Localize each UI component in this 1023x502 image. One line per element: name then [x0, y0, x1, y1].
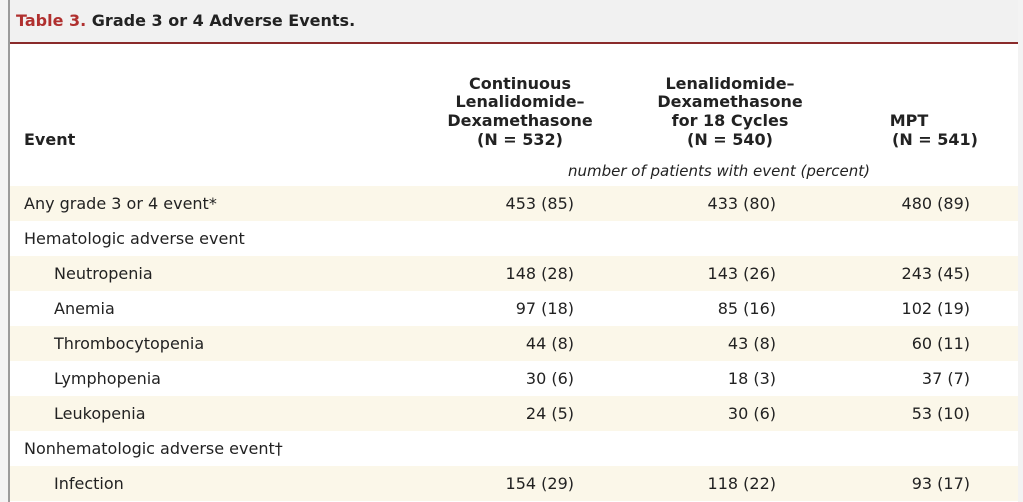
header-row: Event Continuous Lenalidomide– Dexametha…: [10, 46, 1018, 156]
subheader-spacer: [10, 156, 420, 186]
header-line: Dexamethasone: [447, 111, 593, 131]
table-title: Table 3. Grade 3 or 4 Adverse Events.: [10, 0, 1018, 44]
header-line: (N = 540): [687, 130, 773, 150]
value-cell-c3: [840, 221, 1018, 256]
value-cell-c1: [420, 431, 620, 466]
value-cell-c3: 243 (45): [840, 256, 1018, 291]
value-cell-c3: 60 (11): [840, 326, 1018, 361]
table-row: Infection 154 (29) 118 (22) 93 (17): [10, 466, 1018, 501]
header-line: Continuous: [469, 73, 571, 93]
header-mpt: MPT (N = 541): [840, 46, 1018, 156]
table-caption: Grade 3 or 4 Adverse Events.: [91, 11, 356, 30]
value-cell-c2: [620, 431, 840, 466]
value-cell-c1: 24 (5): [420, 396, 620, 431]
event-cell: Anemia: [54, 299, 115, 318]
event-cell: Any grade 3 or 4 event*: [10, 186, 420, 221]
value-cell-c2: [620, 221, 840, 256]
header-event: Event: [24, 130, 76, 150]
table-row: Anemia 97 (18) 85 (16) 102 (19): [10, 291, 1018, 326]
value-cell-c3: 480 (89): [840, 186, 1018, 221]
event-cell: Nonhematologic adverse event†: [24, 439, 283, 458]
value-cell-c3: [840, 431, 1018, 466]
event-cell: Infection: [10, 466, 420, 501]
event-cell: Neutropenia: [10, 256, 420, 291]
value-cell-c2: 85 (16): [717, 299, 776, 318]
subheader-row: number of patients with event (percent): [10, 156, 1018, 186]
value-cell-c2: 118 (22): [620, 466, 840, 501]
value-cell-c1: 154 (29): [420, 466, 620, 501]
adverse-events-table: Event Continuous Lenalidomide– Dexametha…: [10, 46, 1018, 501]
value-cell-c1: 148 (28): [420, 256, 620, 291]
header-line: (N = 532): [477, 130, 563, 150]
value-cell-c1: 44 (8): [420, 326, 620, 361]
table-row: Any grade 3 or 4 event* 453 (85) 433 (80) 4…: [10, 186, 1018, 221]
value-cell-c2: 433 (80): [620, 186, 840, 221]
table-frame: Table 3. Grade 3 or 4 Adverse Events. Ev…: [8, 0, 1018, 502]
header-continuous-lenalidomide: Continuous Lenalidomide– Dexamethasone (…: [420, 46, 620, 156]
value-cell-c2: 43 (8): [620, 326, 840, 361]
value-cell-c2: 30 (6): [620, 396, 840, 431]
event-cell: Hematologic adverse event: [24, 229, 245, 248]
header-line: (N = 541): [892, 130, 978, 150]
subheader-units: number of patients with event (percent): [567, 162, 871, 180]
header-line: for 18 Cycles: [671, 111, 789, 131]
value-cell-c3: 37 (7): [921, 369, 970, 388]
value-cell-c1: 453 (85): [420, 186, 620, 221]
table-number: Table 3.: [16, 11, 87, 30]
header-line: Dexamethasone: [657, 92, 803, 112]
table-body: Any grade 3 or 4 event* 453 (85) 433 (80) 4…: [10, 186, 1018, 501]
table-row: Lymphopenia 30 (6) 18 (3) 37 (7): [10, 361, 1018, 396]
value-cell-c2: 143 (26): [620, 256, 840, 291]
value-cell-c3: 93 (17): [840, 466, 1018, 501]
header-line: MPT: [889, 111, 929, 131]
value-cell-c2: 18 (3): [727, 369, 776, 388]
table-row: Thrombocytopenia 44 (8) 43 (8) 60 (11): [10, 326, 1018, 361]
table-row: Leukopenia 24 (5) 30 (6) 53 (10): [10, 396, 1018, 431]
value-cell-c3: 53 (10): [840, 396, 1018, 431]
event-cell: Lymphopenia: [54, 369, 161, 388]
event-cell: Thrombocytopenia: [10, 326, 420, 361]
header-line: Lenalidomide–: [455, 92, 585, 112]
header-line: Lenalidomide–: [665, 73, 795, 93]
table-row: Neutropenia 148 (28) 143 (26) 243 (45): [10, 256, 1018, 291]
table-row: Nonhematologic adverse event†: [10, 431, 1018, 466]
value-cell-c1: 97 (18): [515, 299, 574, 318]
header-lenalidomide-18-cycles: Lenalidomide– Dexamethasone for 18 Cycle…: [620, 46, 840, 156]
value-cell-c3: 102 (19): [901, 299, 970, 318]
table-row: Hematologic adverse event: [10, 221, 1018, 256]
event-cell: Leukopenia: [10, 396, 420, 431]
value-cell-c1: [420, 221, 620, 256]
value-cell-c1: 30 (6): [525, 369, 574, 388]
